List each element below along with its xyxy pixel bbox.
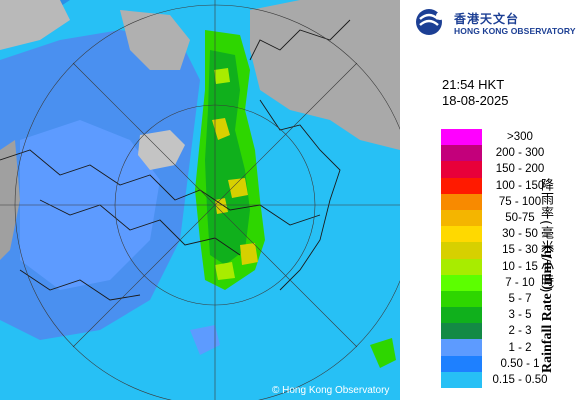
- legend-row: 150 - 200: [441, 161, 577, 178]
- legend-label: 50-75: [505, 212, 535, 225]
- legend-label: 100 - 150: [495, 179, 545, 192]
- rainfall-legend: >300 200 - 300 150 - 200 100 - 150 75 - 100 5…: [441, 129, 577, 388]
- legend-row: 1 - 2: [441, 339, 577, 356]
- date-label: 18-08-2025: [442, 93, 509, 108]
- legend-swatch: [441, 274, 482, 291]
- legend-swatch: [441, 355, 482, 372]
- rain-cell-southeast: [370, 338, 396, 368]
- legend-swatch: [441, 209, 482, 227]
- heavy-rain-patches: [212, 118, 258, 265]
- legend-label: 15 - 30: [502, 244, 538, 257]
- legend-swatch: [441, 193, 482, 210]
- legend-row: 5 - 7: [441, 290, 577, 308]
- legend-label: 2 - 3: [508, 325, 532, 338]
- legend-label: 5 - 7: [508, 292, 532, 305]
- legend-row: 2 - 3: [441, 323, 577, 340]
- legend-swatch: [441, 129, 482, 146]
- land-northeast: [250, 0, 400, 150]
- legend-row: 30 - 50: [441, 226, 577, 243]
- legend-swatch: [441, 290, 482, 308]
- legend-row: 7 - 10: [441, 274, 577, 291]
- legend-swatch: [441, 145, 482, 162]
- legend-title-chinese: 降雨率(毫米/小時): [538, 178, 553, 294]
- legend-row: 0.15 - 0.50: [441, 371, 577, 388]
- legend-swatch: [441, 323, 482, 340]
- legend-swatch: [441, 339, 482, 356]
- legend-row: >300: [441, 129, 577, 146]
- legend-swatch: [441, 242, 482, 259]
- legend-label: 7 - 10: [505, 276, 535, 289]
- legend-label: 75 - 100: [498, 195, 542, 208]
- legend-swatch: [441, 371, 482, 388]
- legend-label: 0.50 - 1: [500, 357, 540, 370]
- legend-label: 10 - 15: [502, 260, 538, 273]
- radar-map: © Hong Kong Observatory: [0, 0, 400, 400]
- legend-label: 30 - 50: [502, 228, 538, 241]
- legend-label: 1 - 2: [508, 341, 532, 354]
- land-northwest: [0, 0, 70, 50]
- logo-english-text: HONG KONG OBSERVATORY: [454, 26, 576, 36]
- legend-row: 200 - 300: [441, 145, 577, 162]
- land-north-center: [120, 10, 190, 70]
- legend-row: 100 - 150: [441, 177, 577, 194]
- legend-swatch: [441, 226, 482, 243]
- legend-panel: 香港天文台 HONG KONG OBSERVATORY 21:54 HKT 18…: [400, 0, 577, 400]
- time-label: 21:54 HKT: [442, 77, 505, 92]
- legend-title-english: Rainfall Rate (mm/h): [540, 245, 555, 373]
- legend-label: >300: [507, 131, 533, 144]
- legend-row: 10 - 15: [441, 258, 577, 275]
- legend-label: 0.15 - 0.50: [492, 373, 548, 386]
- land-west-edge: [0, 140, 20, 260]
- map-copyright: © Hong Kong Observatory: [272, 385, 390, 396]
- legend-title: 降雨率(毫米/小時) Rainfall Rate (mm/h): [520, 168, 560, 373]
- legend-row: 0.50 - 1: [441, 355, 577, 372]
- legend-row: 15 - 30: [441, 242, 577, 259]
- legend-swatch: [441, 177, 482, 194]
- legend-swatch: [441, 307, 482, 324]
- legend-label: 200 - 300: [495, 147, 545, 160]
- legend-row: 75 - 100: [441, 193, 577, 210]
- moderate-rain-inner: [205, 50, 250, 265]
- legend-swatch: [441, 258, 482, 275]
- legend-swatch: [441, 161, 482, 178]
- legend-row: 50-75: [441, 209, 577, 227]
- legend-row: 3 - 5: [441, 307, 577, 324]
- logo-chinese-text: 香港天文台: [454, 12, 520, 26]
- legend-label: 150 - 200: [495, 163, 545, 176]
- rain-cell-south: [190, 325, 220, 355]
- hko-logo: 香港天文台 HONG KONG OBSERVATORY: [414, 7, 576, 39]
- hko-logo-icon: [416, 9, 444, 35]
- legend-label: 3 - 5: [508, 309, 532, 322]
